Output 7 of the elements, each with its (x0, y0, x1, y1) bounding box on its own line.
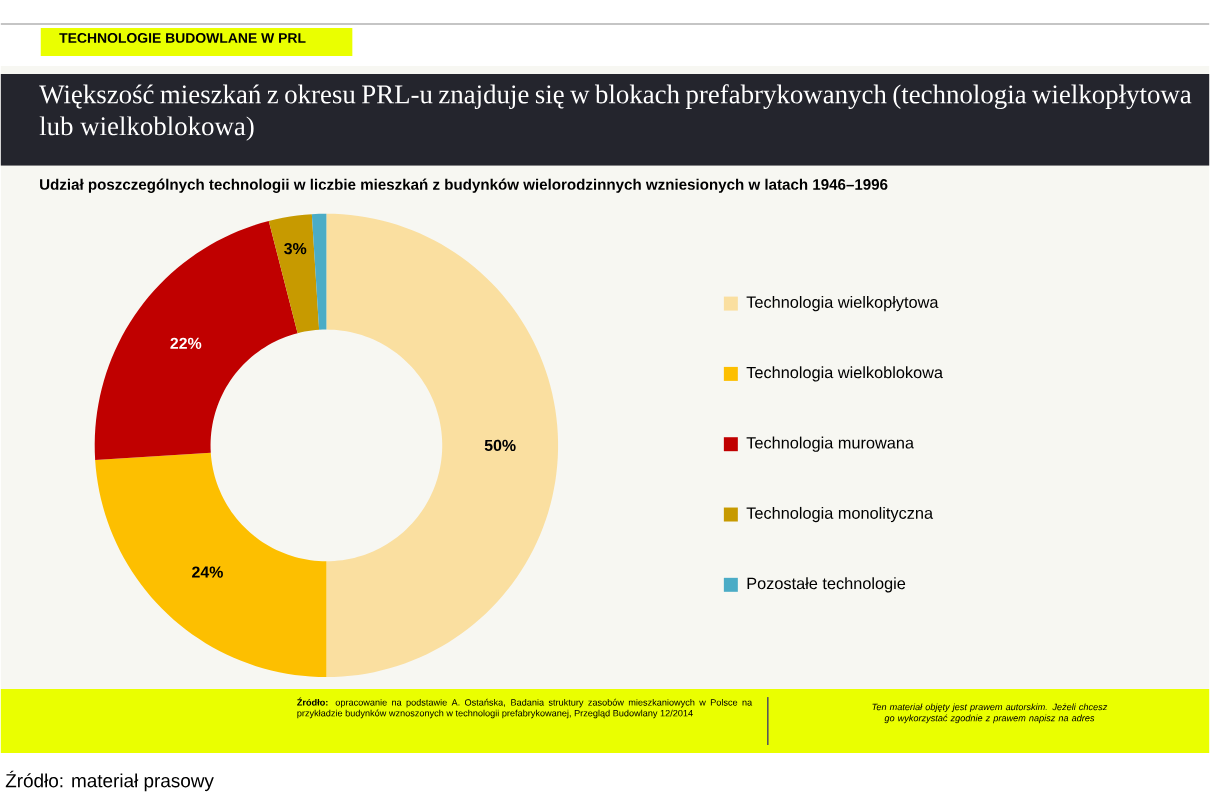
legend-label: Pozostałe technologie (747, 576, 906, 592)
text: Źródło: materiał prasowy (5, 770, 214, 791)
legend-label: Technologia wielkopłytowa (746, 295, 939, 311)
legend-label: Technologia wielkoblokowa (746, 365, 944, 382)
legend-label: Technologia murowana (746, 436, 915, 452)
legend-label: Technologia monolityczna (746, 506, 934, 522)
chart-title: Większość mieszkań z okresu PRL-u znajduje się w blokach prefabrykowanych (technologia wielkopłytowa lub wielkoblokowa) (39, 83, 1192, 141)
